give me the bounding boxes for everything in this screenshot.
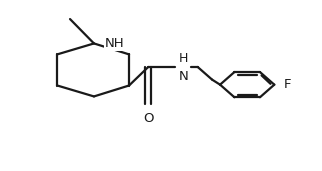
Text: H: H — [179, 52, 188, 65]
Text: O: O — [143, 111, 154, 125]
Text: NH: NH — [105, 37, 125, 50]
Text: N: N — [178, 70, 188, 83]
Text: F: F — [283, 78, 291, 91]
